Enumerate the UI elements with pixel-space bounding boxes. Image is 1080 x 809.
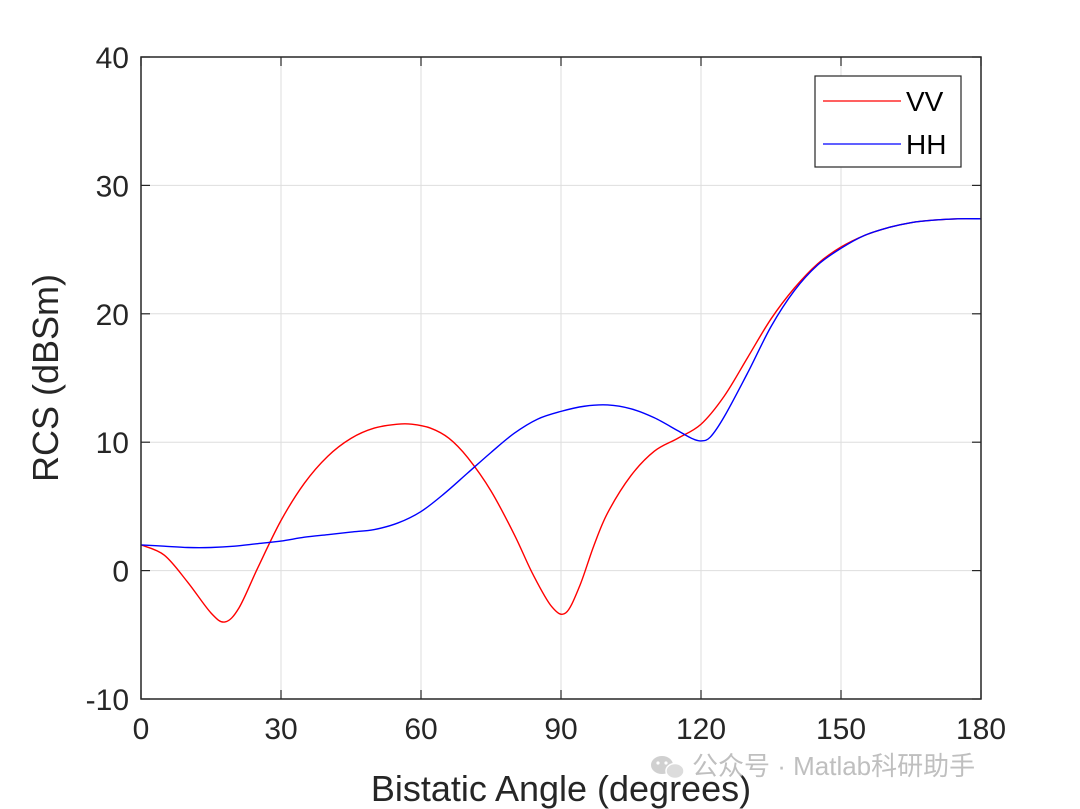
y-tick-label: 30 xyxy=(96,170,129,203)
legend-label-hh: HH xyxy=(906,129,946,160)
y-tick-labels: -10 0 10 20 30 40 xyxy=(86,42,129,717)
x-tick-label: 30 xyxy=(264,713,297,746)
x-tick-labels: 0 30 60 90 120 150 180 xyxy=(133,713,1006,746)
y-tick-label: 20 xyxy=(96,299,129,332)
x-tick-label: 180 xyxy=(956,713,1006,746)
legend-label-vv: VV xyxy=(906,86,944,117)
y-axis-label: RCS (dBSm) xyxy=(25,274,66,482)
watermark-text: 公众号 · Matlab科研助手 xyxy=(692,751,975,781)
y-tick-label: 10 xyxy=(96,427,129,460)
series-layer xyxy=(140,217,982,623)
legend-box xyxy=(814,75,962,168)
y-tick-label: -10 xyxy=(86,684,129,717)
x-tick-label: 120 xyxy=(676,713,726,746)
series-line-vv xyxy=(140,217,982,623)
x-tick-label: 90 xyxy=(544,713,577,746)
y-tick-label: 40 xyxy=(96,42,129,75)
legend: VV HH xyxy=(814,75,962,168)
ticks xyxy=(140,56,982,700)
x-tick-label: 0 xyxy=(133,713,150,746)
x-axis-label: Bistatic Angle (degrees) xyxy=(371,768,751,809)
wechat-icon xyxy=(651,756,685,780)
x-tick-label: 60 xyxy=(404,713,437,746)
x-tick-label: 150 xyxy=(816,713,866,746)
watermark: 公众号 · Matlab科研助手 xyxy=(651,751,975,781)
y-tick-label: 0 xyxy=(112,556,129,589)
series-line-hh xyxy=(140,217,982,549)
